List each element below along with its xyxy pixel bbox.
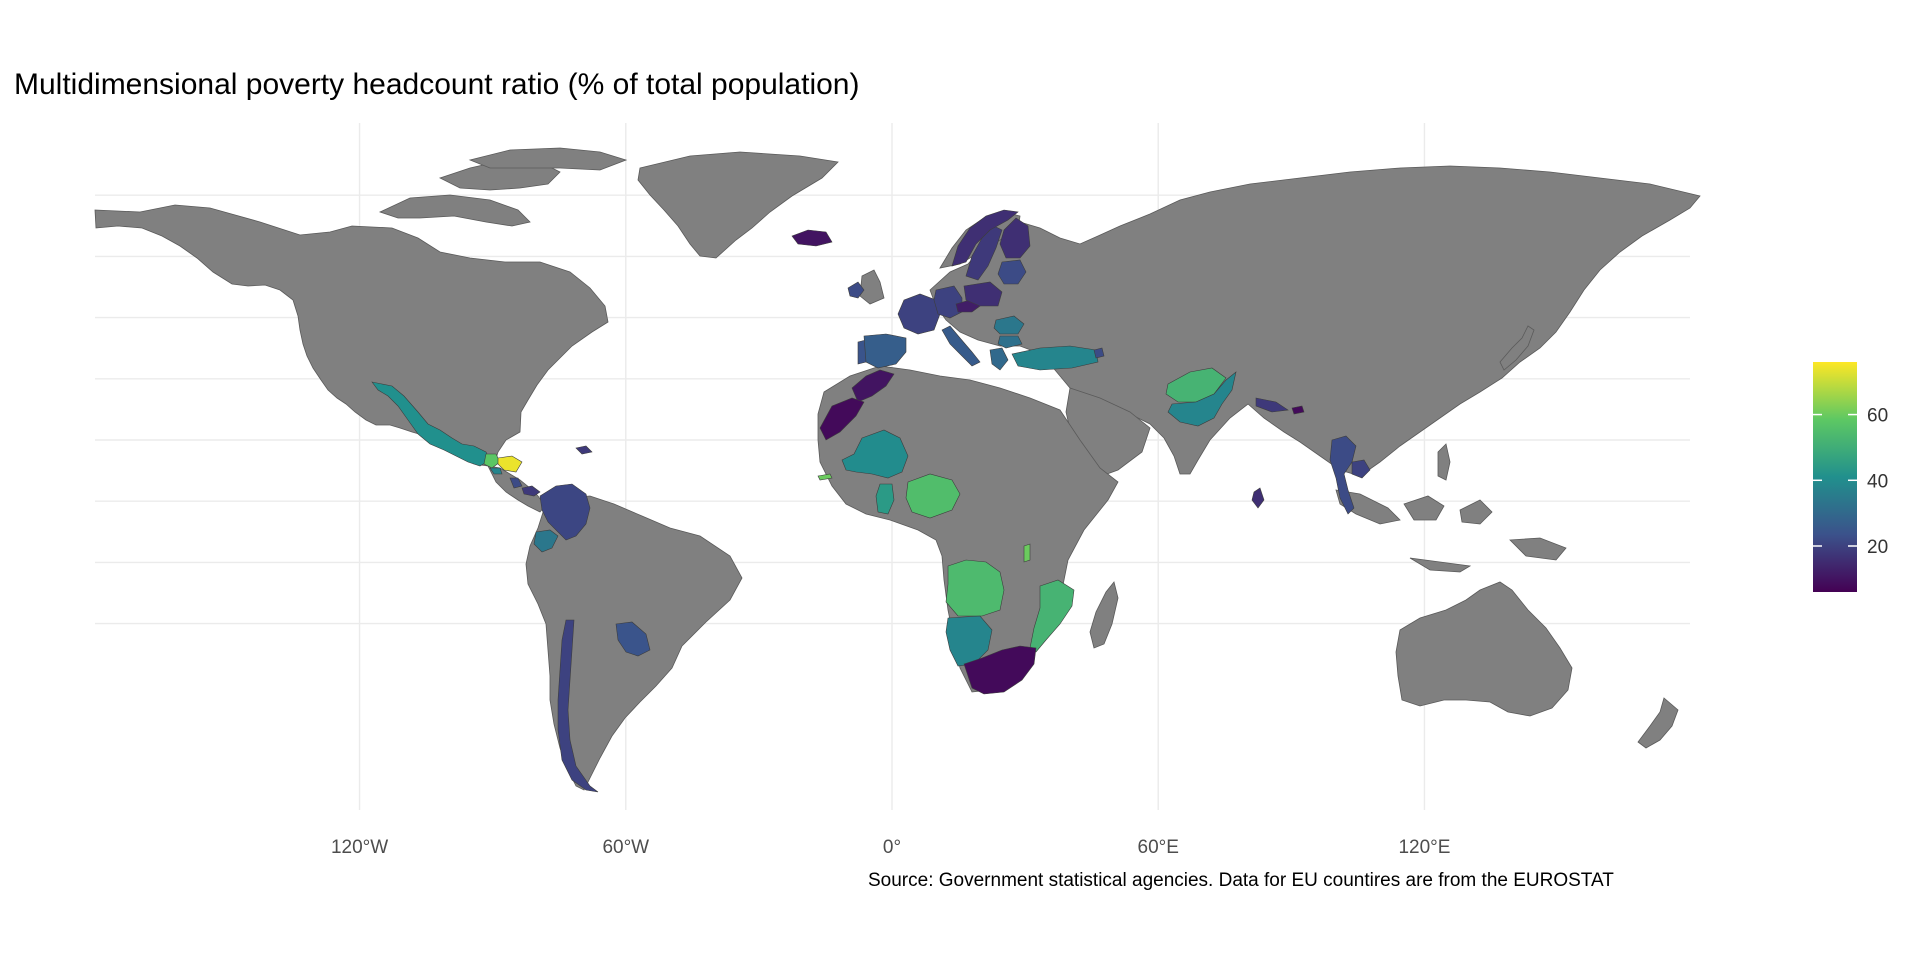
x-tick-label: 120°W <box>331 837 388 858</box>
country-romania <box>993 315 1025 335</box>
land-greenland <box>637 151 839 259</box>
country-greece <box>989 347 1009 371</box>
country-poland <box>963 281 1003 307</box>
country-gambia <box>817 473 833 481</box>
color-legend: 20 40 60 <box>1813 362 1888 592</box>
land-ellesmere <box>468 147 628 171</box>
country-ireland <box>847 281 865 299</box>
land-new-zealand <box>1637 697 1679 749</box>
country-italy <box>941 325 981 367</box>
land-arctic-islands <box>378 194 531 227</box>
country-chile <box>557 619 599 793</box>
x-tick-label: 0° <box>883 837 901 858</box>
legend-tick-label: 20 <box>1867 537 1888 558</box>
country-finland <box>999 217 1031 259</box>
country-south-africa <box>963 645 1037 695</box>
country-angola <box>945 559 1005 617</box>
country-iceland <box>791 229 833 247</box>
legend-tick-label: 40 <box>1867 471 1888 492</box>
country-pakistan <box>1167 371 1237 427</box>
country-baltic-states <box>997 259 1027 285</box>
country-guatemala <box>483 453 501 469</box>
country-bulgaria <box>997 335 1023 349</box>
land-japan <box>1499 325 1535 371</box>
map-title: Multidimensional poverty headcount ratio… <box>14 68 860 101</box>
land-australia <box>1395 581 1573 717</box>
land-philippines <box>1437 443 1451 481</box>
country-mozambique <box>1029 579 1075 653</box>
country-mali <box>841 429 909 479</box>
country-western-sahara <box>819 397 865 441</box>
legend-colorbar <box>1813 362 1857 592</box>
country-thailand <box>1329 435 1357 515</box>
country-ecuador <box>533 529 559 553</box>
country-france <box>897 293 941 335</box>
source-caption: Source: Government statistical agencies.… <box>868 870 1614 891</box>
country-paraguay <box>615 621 651 657</box>
legend-tick-label: 60 <box>1867 406 1888 427</box>
x-axis: 120°W 60°W 0° 60°E 120°E <box>331 837 1450 858</box>
data-countries <box>371 209 1371 793</box>
land-britain <box>859 269 885 305</box>
land-madagascar <box>1089 581 1119 649</box>
country-bhutan <box>1291 405 1305 415</box>
country-cambodia <box>1351 459 1371 479</box>
country-sweden <box>965 225 1003 281</box>
country-norway <box>951 209 1019 267</box>
country-panama <box>521 485 541 497</box>
country-sri-lanka <box>1251 487 1265 509</box>
country-colombia <box>539 483 591 541</box>
country-turkey <box>1011 345 1099 371</box>
country-malawi <box>1023 543 1031 563</box>
country-ghana <box>875 483 895 515</box>
country-spain <box>863 333 907 369</box>
land-north-america <box>94 204 609 467</box>
country-dominican-republic <box>575 445 593 455</box>
country-el-salvador <box>489 467 503 475</box>
country-armenia <box>1093 347 1105 359</box>
x-tick-label: 60°W <box>602 837 649 858</box>
country-nigeria <box>905 473 961 519</box>
country-nepal <box>1255 397 1289 413</box>
country-honduras <box>497 455 523 473</box>
land-indonesia <box>1335 489 1567 573</box>
country-germany <box>933 285 963 319</box>
x-tick-label: 60°E <box>1138 837 1179 858</box>
x-tick-label: 120°E <box>1398 837 1450 858</box>
country-costa-rica <box>509 477 523 489</box>
